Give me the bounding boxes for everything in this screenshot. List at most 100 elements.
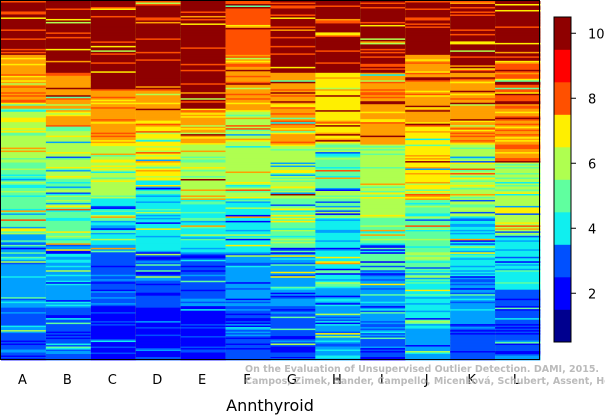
heatmap-cell	[180, 78, 226, 81]
heatmap-cell	[360, 249, 406, 252]
heatmap-cell	[1, 196, 47, 199]
heatmap-cell	[405, 66, 451, 69]
heatmap-cell	[360, 30, 406, 33]
heatmap-cell	[1, 226, 47, 229]
heatmap-cell	[180, 276, 226, 279]
heatmap-cell	[135, 32, 182, 35]
heatmap-cell	[225, 198, 271, 201]
heatmap-cell	[315, 201, 361, 204]
heatmap-cell	[450, 126, 496, 129]
heatmap-cell	[45, 220, 92, 223]
heatmap-cell	[405, 342, 451, 344]
heatmap-cell	[225, 270, 271, 273]
heatmap-cell	[315, 309, 361, 312]
heatmap-cell	[495, 352, 541, 355]
heatmap-cell	[495, 80, 541, 83]
heatmap-cell	[180, 3, 226, 6]
heatmap-cell	[360, 111, 406, 114]
heatmap-cell	[180, 105, 226, 108]
heatmap-cell	[315, 198, 361, 201]
heatmap-cell	[360, 108, 406, 111]
heatmap-cell	[315, 321, 361, 324]
heatmap-cell	[90, 282, 137, 285]
heatmap-cell	[1, 202, 47, 205]
heatmap-cell	[45, 17, 92, 20]
heatmap-cell	[315, 213, 361, 216]
heatmap-cell	[1, 355, 47, 358]
heatmap-cell	[360, 66, 406, 69]
heatmap-cell	[180, 229, 226, 232]
x-axis-title: Annthyroid	[226, 396, 314, 415]
heatmap-cell	[450, 93, 496, 96]
heatmap-cell	[405, 11, 451, 14]
heatmap-cell	[1, 57, 47, 60]
heatmap-cell	[495, 310, 541, 313]
heatmap-cell	[1, 60, 47, 63]
heatmap-cell	[45, 158, 92, 160]
heatmap-cell	[90, 89, 137, 92]
heatmap-cell	[315, 50, 361, 53]
heatmap-cell	[270, 95, 316, 98]
heatmap-cell	[450, 280, 496, 283]
heatmap-cell	[315, 57, 361, 60]
heatmap-cell	[180, 187, 226, 190]
heatmap-cell	[270, 351, 316, 353]
heatmap-cell	[1, 328, 47, 331]
heatmap-cell	[270, 119, 316, 122]
heatmap-cell	[135, 122, 182, 125]
heatmap-cell	[405, 304, 451, 307]
heatmap-cell	[495, 246, 541, 249]
heatmap-cell	[180, 352, 226, 355]
heatmap-cell	[405, 134, 451, 137]
heatmap-cell	[45, 202, 92, 205]
heatmap-cell	[45, 267, 92, 270]
heatmap-cell	[270, 131, 316, 134]
heatmap-cell	[90, 352, 137, 355]
heatmap-cell	[270, 104, 316, 107]
heatmap-cell	[1, 246, 47, 249]
heatmap-cell	[90, 192, 137, 195]
heatmap-cell	[405, 30, 451, 33]
heatmap-cell	[405, 107, 451, 110]
heatmap-cell	[90, 285, 137, 288]
heatmap-cell	[45, 252, 92, 255]
heatmap-cell	[360, 9, 406, 12]
heatmap-cell	[405, 187, 451, 190]
heatmap-cell	[180, 119, 226, 122]
heatmap-cell	[360, 50, 406, 53]
heatmap-cell	[270, 288, 316, 291]
heatmap-cell	[135, 120, 182, 123]
heatmap-cell	[45, 65, 92, 68]
heatmap-cell	[450, 146, 496, 148]
heatmap-cell	[450, 243, 496, 246]
heatmap-cell	[45, 297, 92, 300]
heatmap-cell	[135, 219, 182, 222]
heatmap-cell	[405, 204, 451, 207]
heatmap-cell	[360, 181, 406, 184]
heatmap-cell	[450, 123, 496, 126]
heatmap-cell	[90, 87, 137, 90]
heatmap-cell	[135, 186, 182, 189]
heatmap-cell	[495, 301, 541, 304]
heatmap-cell	[90, 68, 137, 71]
heatmap-cell	[90, 59, 137, 62]
heatmap-cell	[450, 277, 496, 280]
heatmap-cell	[270, 324, 316, 326]
heatmap-cell	[495, 164, 541, 166]
heatmap-cell	[90, 5, 137, 8]
heatmap-cell	[270, 137, 316, 140]
heatmap-cell	[315, 279, 361, 282]
heatmap-cell	[45, 330, 92, 332]
heatmap-cell	[450, 184, 496, 187]
heatmap-cell	[180, 292, 226, 295]
heatmap-cell	[45, 199, 92, 202]
heatmap-cell	[450, 225, 496, 228]
heatmap-cell	[495, 324, 541, 326]
heatmap-cell	[135, 262, 182, 265]
heatmap-cell	[405, 246, 451, 249]
heatmap-cell	[225, 102, 271, 105]
heatmap-cell	[450, 125, 496, 128]
heatmap-cell	[45, 177, 92, 180]
heatmap-cell	[270, 120, 316, 123]
heatmap-cell	[315, 195, 361, 198]
